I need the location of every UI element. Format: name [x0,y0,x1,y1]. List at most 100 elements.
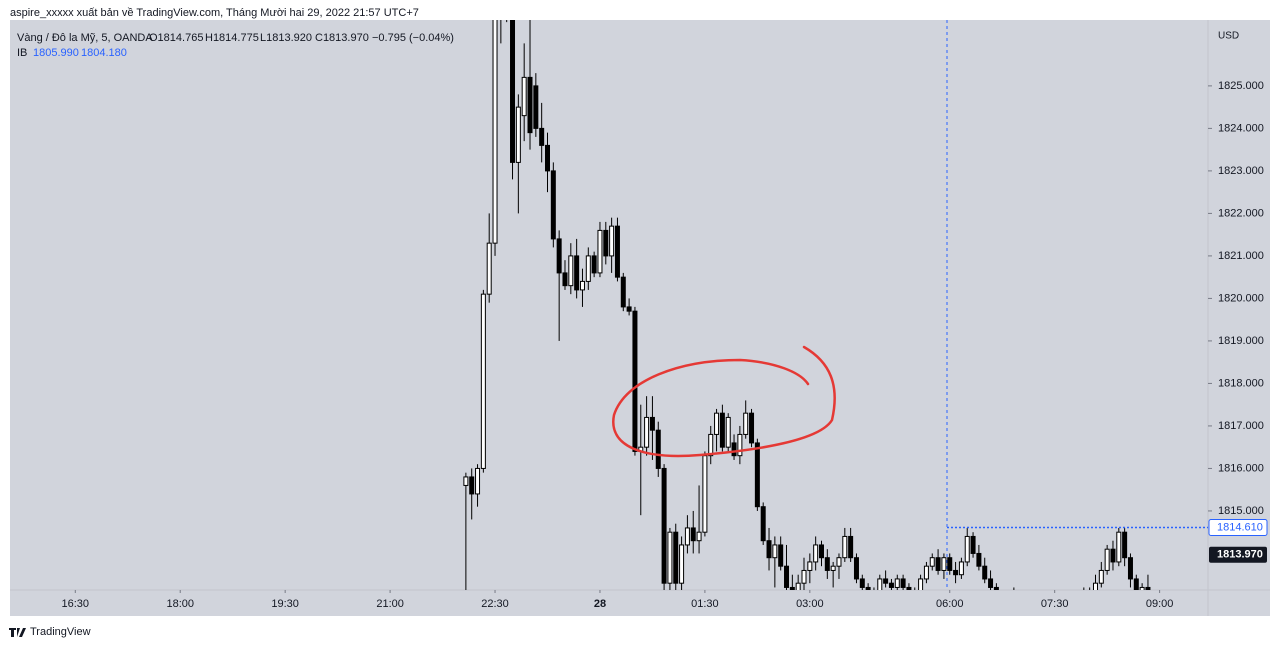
candle-body [655,429,661,469]
candle-body [603,229,609,257]
candle-body [667,531,673,584]
candle-body [644,416,650,448]
candle-body [749,412,755,444]
candle-body [1127,557,1133,580]
candle-body [1145,586,1151,590]
candle-body [836,557,842,567]
candle-body [544,144,550,172]
candle-body [550,170,556,240]
candle-body [475,467,481,495]
x-tick-label: 03:00 [796,598,824,610]
candle-body [970,535,976,554]
candle-body [865,586,871,590]
y-tick-label: 1821.000 [1218,250,1264,262]
y-tick-label: 1820.000 [1218,292,1264,304]
candle-body [562,272,568,287]
candle-body [842,535,848,559]
price-line-box [1208,519,1268,537]
last-price-box [1209,546,1267,563]
candle-body [853,557,859,580]
candle-body [708,433,714,457]
candle-body [492,20,498,244]
candle-body [585,255,591,282]
candle-body [690,527,696,542]
hand-drawn-circle [612,345,836,458]
candle-body [626,306,632,312]
candle-body [894,578,900,588]
candle-body [1110,548,1116,563]
indicator-value: 1805.990 [33,47,79,59]
candle-body [1104,548,1110,571]
candle-body [906,586,912,590]
candle-body [679,544,685,584]
candle-body [877,578,883,590]
candle-body [830,565,836,571]
y-tick-label: 1815.000 [1218,505,1264,517]
candle-body [1092,582,1098,590]
candle-body [824,557,830,571]
x-tick-label: 09:00 [1146,598,1174,610]
x-tick-label: 07:30 [1041,598,1069,610]
candle-body [801,569,807,584]
candles [463,0,1151,590]
legend-change: −0.795 (−0.04%) [372,32,454,44]
candle-body [795,582,801,590]
candle-body [591,255,597,274]
candle-body [760,506,766,542]
candle-body [818,544,824,559]
y-tick-label: 1822.000 [1218,207,1264,219]
header: aspire_xxxxx xuất bản về TradingView.com… [10,7,419,19]
price-line-label: 1814.610 [1217,521,1263,533]
candle-body [505,0,509,1]
x-tick-label: 18:00 [166,598,194,610]
candle-body [533,85,539,129]
candle-body [888,582,894,588]
candle-body [731,442,737,457]
x-tick-label: 19:30 [271,598,299,610]
candle-body [859,578,865,588]
candle-body [597,229,603,274]
candle-body [684,527,690,546]
legend-low: L1813.920 [260,32,312,44]
legend-open: O1814.765 [149,32,203,44]
indicator-value: 1804.180 [81,47,127,59]
candle-body [993,586,999,590]
candle-body [539,127,545,146]
candle-body [766,540,772,559]
candle-body [696,531,702,542]
candle-body [883,578,889,584]
candle-body [789,586,795,590]
y-tick-label: 1819.000 [1218,335,1264,347]
candle-body [499,0,503,9]
candle-body [568,255,574,287]
candle-body [714,412,720,435]
candle-body [486,242,492,295]
candle-body [469,476,475,495]
candle-body [976,552,982,567]
candle-body [900,578,906,588]
x-tick-label: 22:30 [481,598,509,610]
candle-body [953,569,959,576]
candle-body [813,544,819,563]
candle-body [743,412,749,435]
candle-body [941,557,947,571]
candle-body [480,293,486,469]
candle-body [1139,586,1145,590]
candle-body [632,310,638,452]
candle-body [848,535,854,559]
y-tick-label: 1825.000 [1218,80,1264,92]
candle-body [463,476,469,486]
legend-close: C1813.970 [315,32,369,44]
chart-background [10,20,1270,616]
candle-body [702,455,708,533]
candle-body [737,433,743,457]
y-tick-label: 1818.000 [1218,377,1264,389]
candle-body [935,557,941,571]
footer-logo [9,628,26,637]
candle-body [754,442,760,508]
candle-body [673,531,679,584]
candle-body [923,565,929,580]
candle-body [988,578,994,588]
